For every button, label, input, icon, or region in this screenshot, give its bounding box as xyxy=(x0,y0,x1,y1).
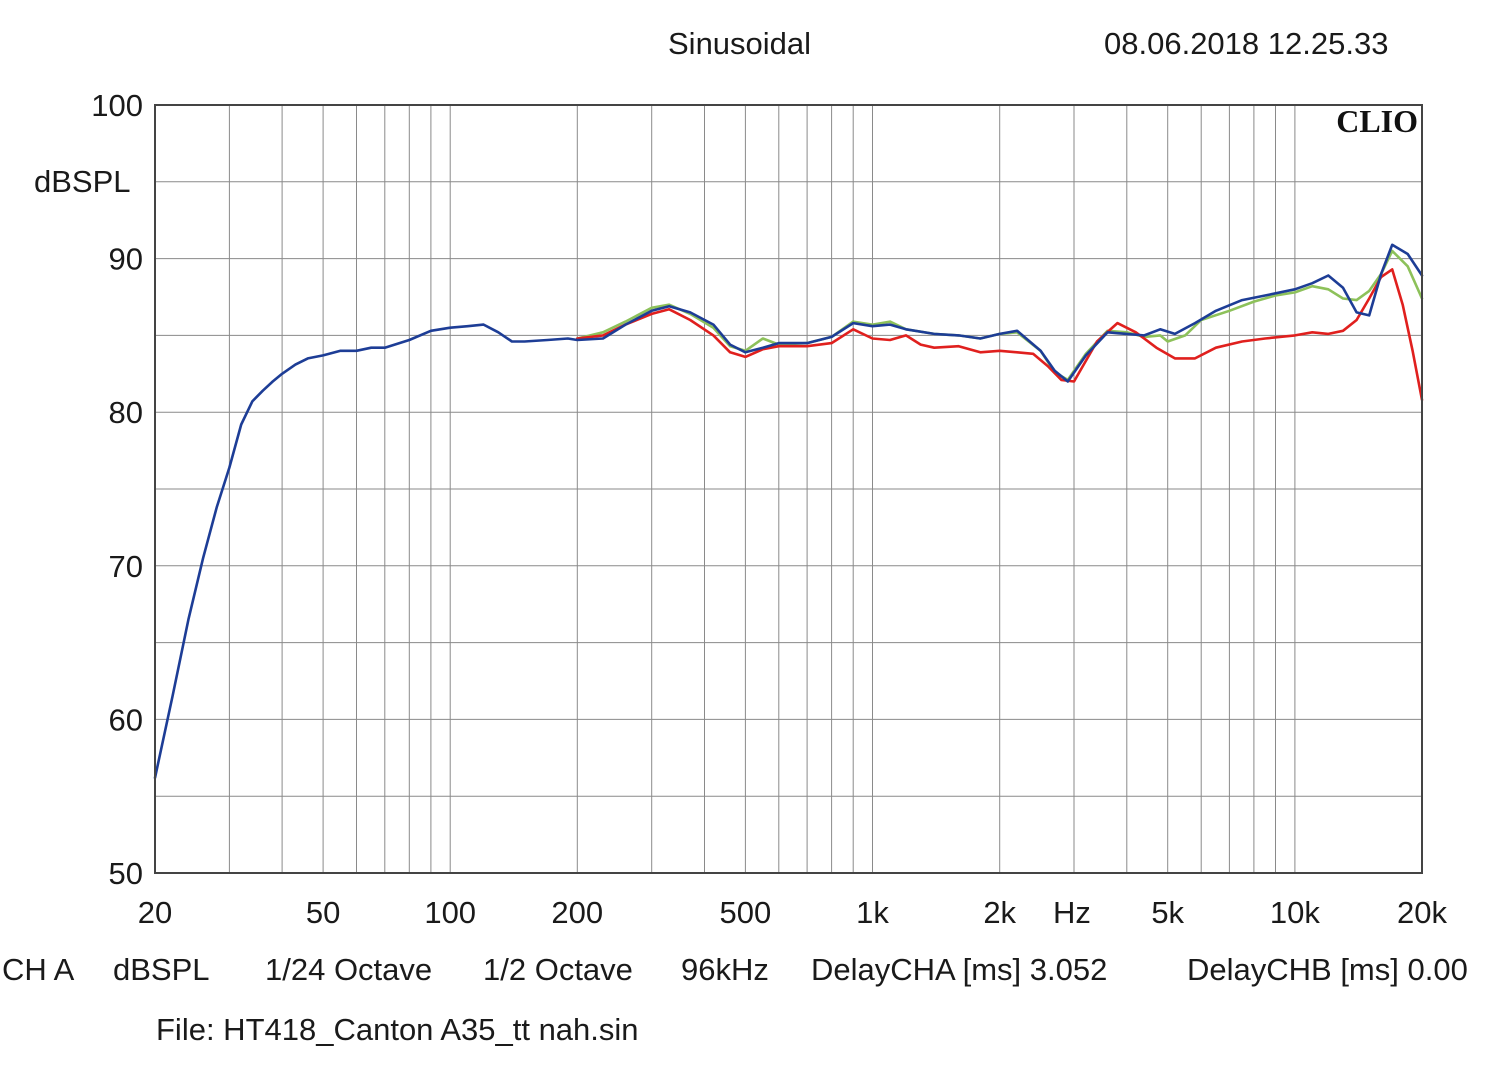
file-name: File: HT418_Canton A35_tt nah.sin xyxy=(156,1012,639,1047)
x-tick-label: 20k xyxy=(1397,895,1447,930)
series-line-2 xyxy=(576,268,1424,402)
sample-rate-label: 96kHz xyxy=(681,952,769,987)
x-tick-label: 2k xyxy=(983,895,1016,930)
chart-title: Sinusoidal xyxy=(668,26,812,61)
y-tick-label: 50 xyxy=(109,856,143,891)
y-tick-labels: 50 60 70 80 90 100 xyxy=(91,88,143,891)
measurement-timestamp: 08.06.2018 12.25.33 xyxy=(1104,26,1389,61)
delay-cha-label: DelayCHA [ms] 3.052 xyxy=(811,952,1108,987)
x-tick-label: 200 xyxy=(551,895,603,930)
unit-label: dBSPL xyxy=(113,952,210,987)
x-tick-label: 5k xyxy=(1151,895,1184,930)
smoothing-label: 1/2 Octave xyxy=(483,952,633,987)
x-tick-label: 1k xyxy=(856,895,889,930)
x-tick-label: 500 xyxy=(720,895,772,930)
series-line-3 xyxy=(153,243,1424,780)
y-tick-label: 80 xyxy=(109,395,143,430)
grid xyxy=(155,105,1422,873)
measurement-settings: CH A dBSPL 1/24 Octave 1/2 Octave 96kHz … xyxy=(0,952,1500,992)
y-axis-label: dBSPL xyxy=(34,164,131,199)
x-axis-label: Hz xyxy=(1053,895,1091,930)
x-tick-labels: 20 50 100 200 500 1k 2k 5k 10k 20k xyxy=(138,895,1448,930)
x-tick-label: 20 xyxy=(138,895,172,930)
x-tick-label: 10k xyxy=(1270,895,1320,930)
plot-frame xyxy=(154,104,1423,874)
delay-chb-label: DelayCHB [ms] 0.00 xyxy=(1187,952,1468,987)
channel-label: CH A xyxy=(2,952,75,987)
x-tick-label: 50 xyxy=(306,895,340,930)
y-tick-label: 70 xyxy=(109,549,143,584)
y-tick-label: 90 xyxy=(109,242,143,277)
clio-brand-logo: CLIO xyxy=(1336,103,1418,139)
x-tick-label: 100 xyxy=(424,895,476,930)
resolution-label: 1/24 Octave xyxy=(265,952,433,987)
y-tick-label: 100 xyxy=(91,88,143,123)
series-layer xyxy=(153,243,1424,780)
y-tick-label: 60 xyxy=(109,702,143,737)
